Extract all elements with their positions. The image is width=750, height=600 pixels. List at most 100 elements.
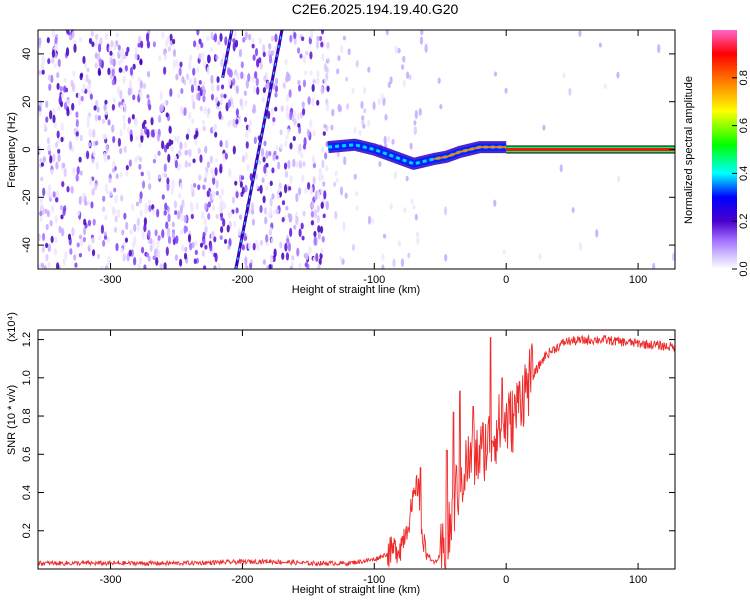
spectrogram-noise-cell [190,183,194,193]
spectrogram-noise-cell [313,236,317,246]
spectrogram-noise-cell [105,263,109,269]
spectrogram-noise-cell [296,112,301,121]
spectrogram-noise-cell [274,77,279,85]
spectrogram-noise-cell [209,243,213,252]
spectrogram-noise-cell [122,121,127,131]
colorbar-tick-label: 0.6 [738,118,750,133]
spectrogram-noise-cell [76,165,80,175]
spectrogram-noise-cell [106,236,110,243]
spectrogram-noise-cell [325,165,329,172]
spectrogram-noise-cell [189,242,193,251]
spectrogram-noise-cell [250,202,255,211]
spectrogram-noise-cell [318,167,322,177]
spectrogram-noise-cell [245,141,249,149]
spectrogram-noise-cell [49,110,53,120]
spectrogram-noise-cell [272,116,276,123]
spectrogram-noise-cell [77,92,81,100]
spectrogram-noise-cell [166,229,171,238]
spectrogram-noise-cell [71,102,75,111]
spectrogram-band-peak [446,150,461,158]
spectrogram-noise-cell [145,32,150,42]
spectrogram-noise-cell [315,252,319,262]
spectrogram-noise-cell [316,99,320,106]
spectrogram-noise-cell [220,58,224,68]
spectrogram-noise-cell [562,72,566,79]
spectrogram-noise-cell [89,93,93,100]
spectrogram-noise-cell [229,69,233,78]
spectrogram-noise-cell [136,217,140,227]
spectrogram-noise-cell [39,210,43,217]
spectrogram-noise-cell [215,54,219,61]
spectrogram-noise-cell [210,167,214,175]
spectrogram-noise-cell [51,49,56,58]
spectrogram-noise-cell [48,83,52,91]
spectrogram-noise-cell [311,97,315,107]
spectrogram-noise-cell [79,170,83,176]
y-tick-label: 20 [21,96,33,108]
spectrogram-noise-cell [207,212,211,220]
spectrogram-noise-cell [45,223,49,231]
spectrogram-noise-cell [265,162,269,168]
spectrogram-noise-cell [82,83,86,91]
spectrogram-noise-cell [360,101,364,109]
spectrogram-noise-cell [241,186,245,194]
spectrogram-noise-cell [53,63,57,69]
spectrogram-noise-cell [183,252,188,260]
spectrogram-noise-cell [155,256,159,266]
spectrogram-noise-cell [138,156,143,163]
spectrogram-noise-cell [108,177,112,184]
spectrogram-noise-cell [132,240,136,249]
spectrogram-noise-cell [285,94,290,103]
spectrogram-noise-cell [67,233,72,241]
spectrogram-noise-cell [119,104,123,110]
spectrogram-marks [38,30,675,269]
spectrogram-noise-cell [54,236,58,244]
spectrogram-noise-cell [283,162,288,170]
spectrogram-noise-cell [143,223,147,233]
y-tick-label: -20 [21,189,33,205]
colorbar-gradient [712,30,737,269]
spectrogram-noise-cell [275,208,280,215]
spectrogram-noise-cell [173,200,178,209]
spectrogram-noise-cell [243,116,248,123]
spectrogram-noise-cell [302,79,307,88]
spectrogram-noise-cell [215,179,219,189]
spectrogram-noise-cell [104,32,109,40]
spectrogram-noise-cell [309,70,313,76]
spectrogram-noise-cell [289,174,293,184]
spectrogram-noise-cell [135,136,139,141]
spectrogram-noise-cell [198,80,202,85]
spectrogram-noise-cell [214,252,218,263]
spectrogram-noise-cell [301,101,305,109]
spectrogram-noise-cell [210,31,214,40]
spectrogram-noise-cell [216,84,220,92]
spectrogram-noise-cell [244,100,248,107]
colorbar-tick-label: 0.2 [738,214,750,229]
spectrogram-noise-cell [235,108,240,117]
spectrogram-y-axis: -40 -20 0 20 40 [21,48,675,253]
spectrogram-noise-cell [59,85,63,92]
spectrogram-noise-cell [76,242,80,248]
spectrogram-noise-cell [258,160,262,165]
spectrogram-noise-cell [306,128,310,137]
spectrogram-noise-cell [394,45,398,55]
spectrogram-noise-cell [251,75,255,83]
spectrogram-noise-cell [504,87,508,94]
spectrogram-noise-cell [122,75,126,84]
spectrogram-noise-cell [321,146,325,153]
spectrogram-noise-cell [298,84,302,92]
spectrogram-noise-cell [616,71,620,79]
spectrogram-noise-cell [325,65,329,73]
spectrogram-noise-cell [228,168,232,178]
spectrogram-noise-cell [107,67,111,76]
spectrogram-noise-cell [150,117,154,126]
spectrogram-noise-cell [392,258,396,268]
spectrogram-noise-cell [121,229,125,236]
spectrogram-noise-cell [240,71,244,80]
spectrogram-noise-cell [233,30,237,39]
spectrogram-noise-cell [97,67,101,76]
spectrogram-noise-cell [184,246,188,252]
spectrogram-noise-cell [252,104,256,114]
spectrogram-noise-cell [367,215,372,225]
spectrogram-noise-cell [78,234,83,240]
